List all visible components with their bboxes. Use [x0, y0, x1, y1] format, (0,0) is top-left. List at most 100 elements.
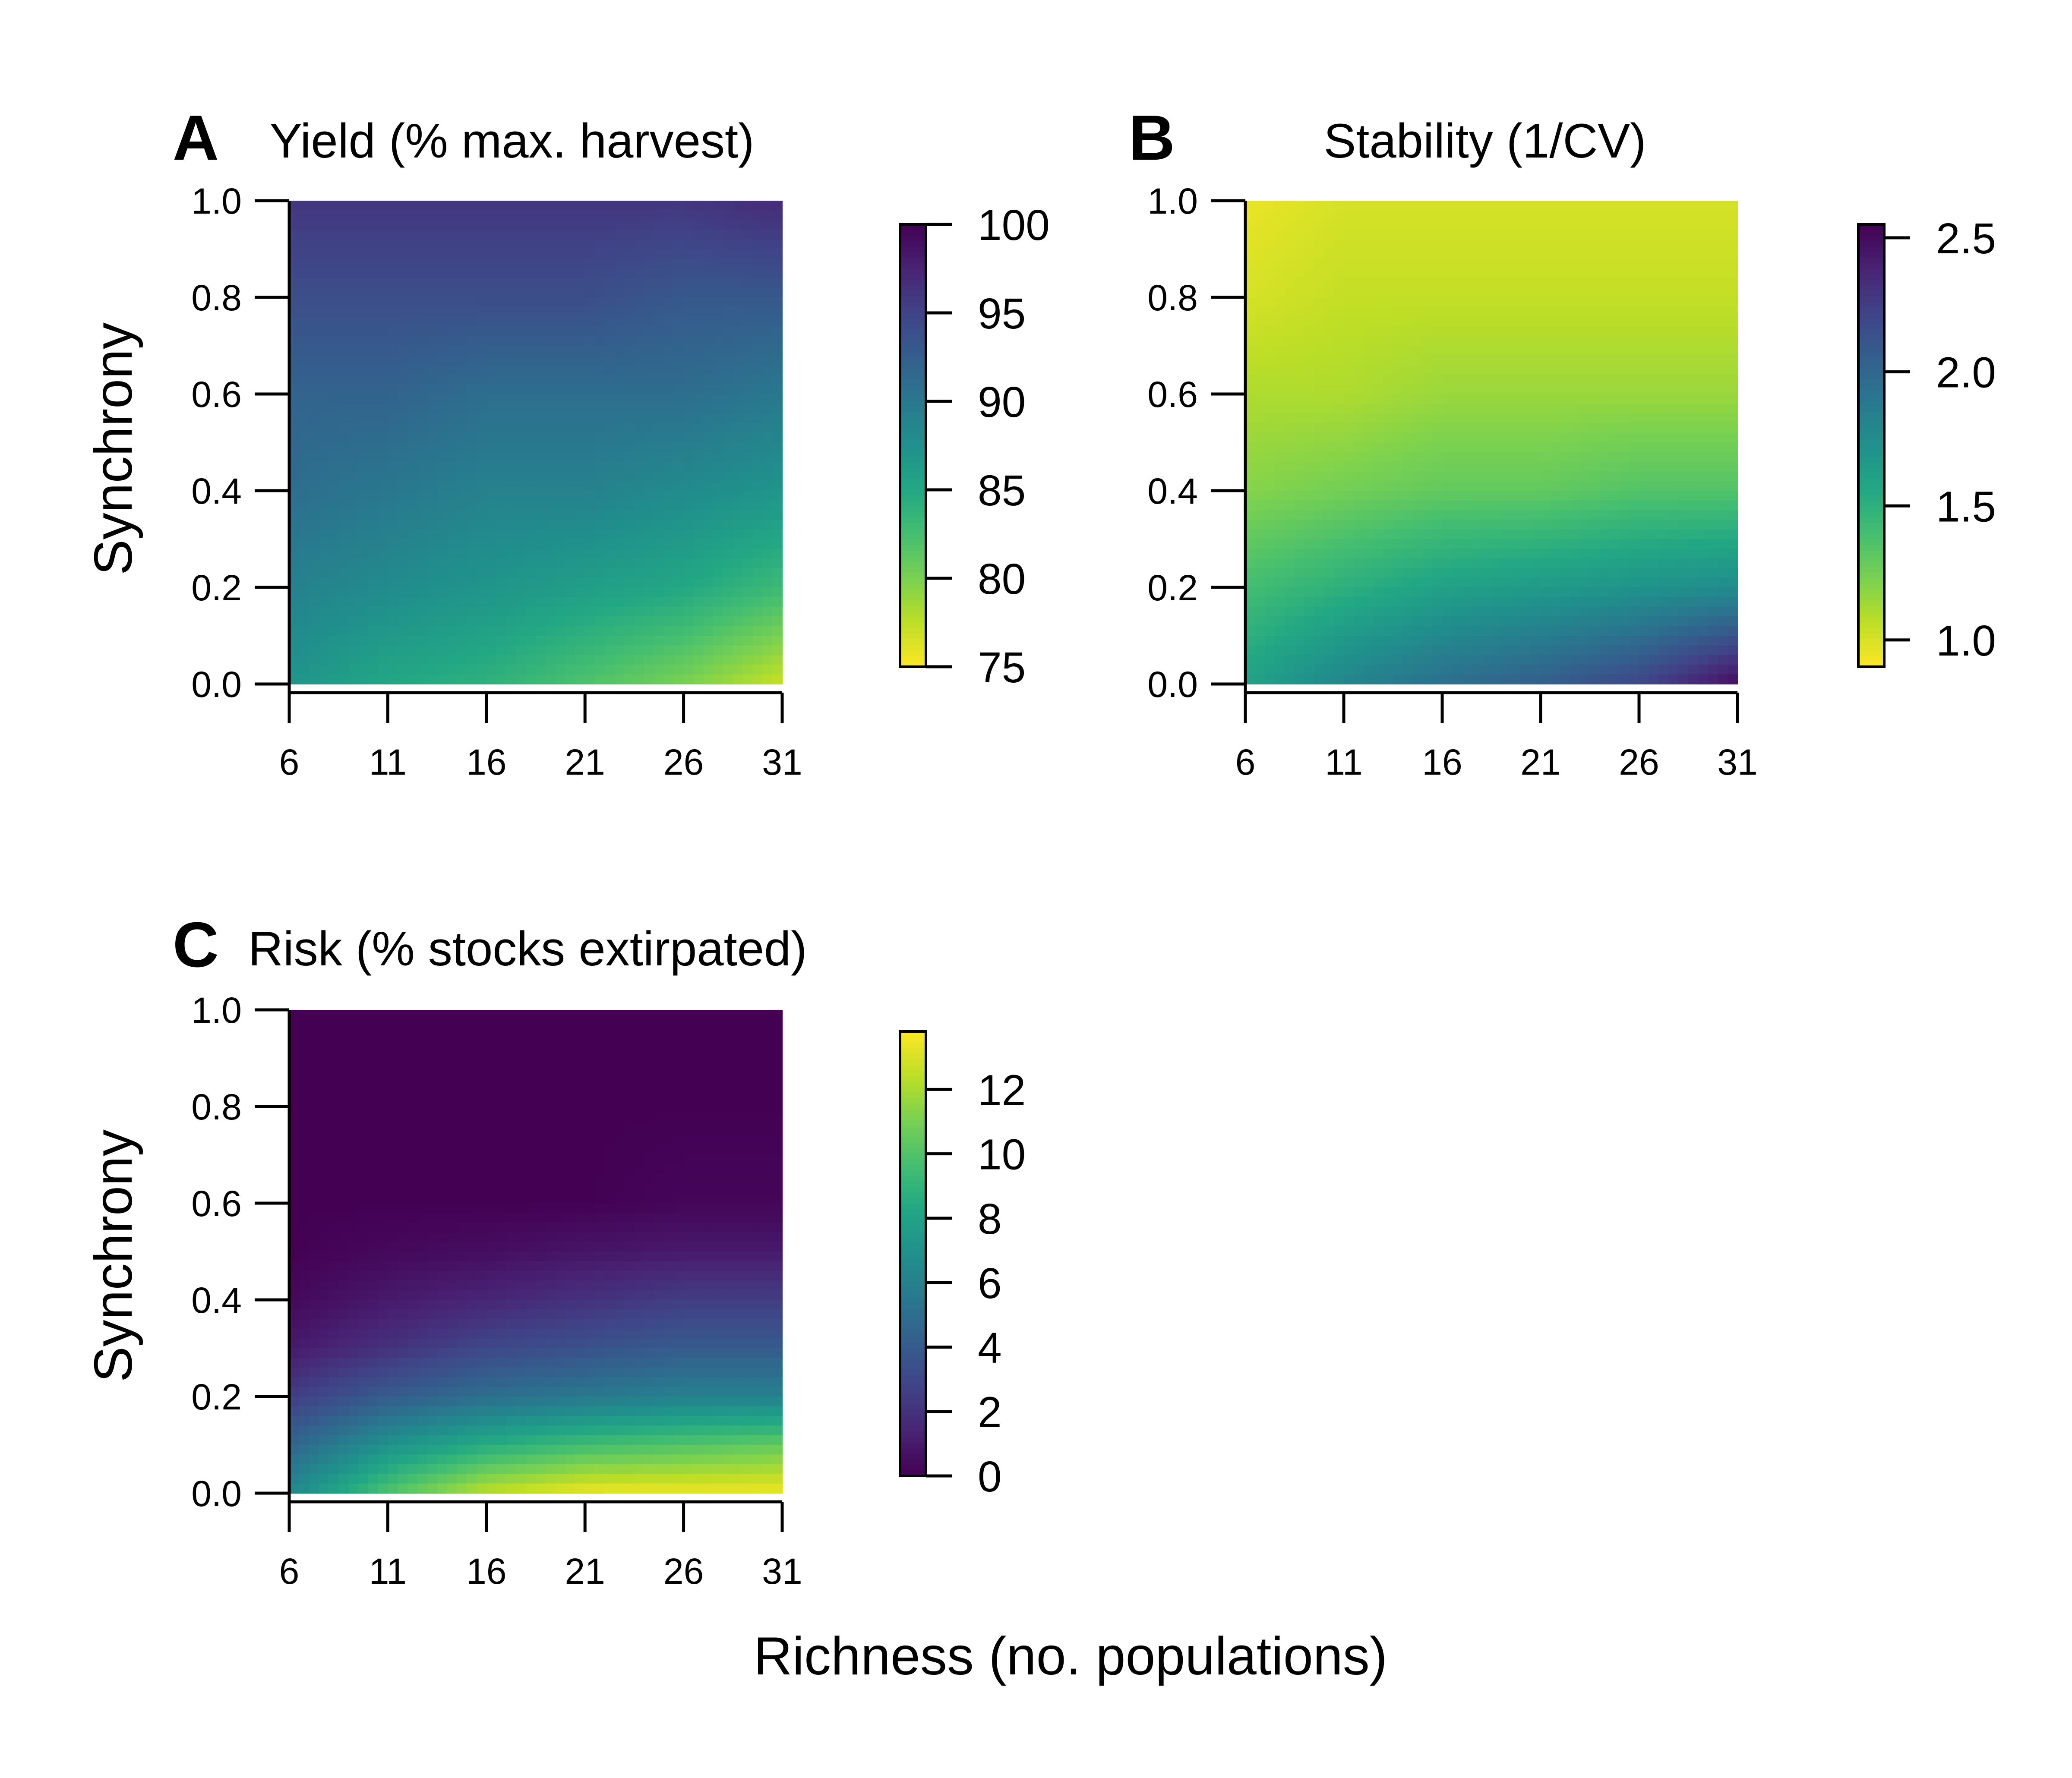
- heatmap-cell: [1599, 423, 1610, 433]
- heatmap-cell: [1481, 201, 1492, 211]
- heatmap-cell: [486, 452, 497, 462]
- heatmap-cell: [1314, 326, 1325, 337]
- colorbar-swatch: [900, 495, 926, 501]
- heatmap-cell: [1629, 297, 1639, 308]
- heatmap-cell: [713, 491, 723, 501]
- heatmap-cell: [1678, 636, 1689, 646]
- heatmap-cell: [1324, 587, 1335, 598]
- heatmap-cell: [1639, 394, 1649, 404]
- heatmap-cell: [1629, 394, 1639, 404]
- heatmap-cell: [1580, 520, 1590, 530]
- heatmap-cell: [309, 249, 319, 259]
- heatmap-cell: [624, 239, 635, 249]
- heatmap-cell: [1255, 230, 1266, 240]
- heatmap-cell: [663, 626, 674, 636]
- heatmap-cell: [1383, 606, 1393, 617]
- heatmap-cell: [319, 365, 329, 375]
- heatmap-cell: [1393, 558, 1403, 569]
- heatmap-cell: [585, 636, 596, 646]
- heatmap-cell: [683, 549, 694, 559]
- heatmap-cell: [1334, 549, 1344, 559]
- heatmap-cell: [368, 278, 379, 288]
- heatmap-cell: [516, 355, 527, 366]
- heatmap-cell: [772, 549, 783, 559]
- heatmap-cell: [1678, 375, 1689, 385]
- heatmap-cell: [1609, 355, 1620, 366]
- heatmap-cell: [1698, 239, 1709, 249]
- heatmap-cell: [1265, 577, 1276, 588]
- heatmap-cell: [486, 201, 497, 211]
- heatmap-cell: [585, 606, 596, 617]
- heatmap-cell: [1422, 316, 1433, 327]
- heatmap-cell: [1314, 307, 1325, 317]
- heatmap-cell: [1422, 606, 1433, 617]
- heatmap-cell: [1442, 500, 1453, 511]
- heatmap-cell: [467, 568, 477, 578]
- heatmap-cell: [536, 520, 546, 530]
- heatmap-cell: [1619, 616, 1630, 627]
- heatmap-cell: [1541, 481, 1551, 491]
- heatmap-cell: [713, 230, 723, 240]
- heatmap-cell: [762, 549, 773, 559]
- heatmap-cell: [309, 278, 319, 288]
- heatmap-cell: [654, 616, 664, 627]
- heatmap-cell: [1412, 423, 1423, 433]
- heatmap-cell: [388, 529, 398, 539]
- heatmap-cell: [1324, 404, 1335, 414]
- heatmap-cell: [447, 471, 458, 482]
- heatmap-cell: [1649, 491, 1659, 501]
- heatmap-cell: [496, 529, 507, 539]
- heatmap-cell: [663, 355, 674, 366]
- heatmap-cell: [762, 259, 773, 269]
- heatmap-cell: [1245, 510, 1256, 520]
- heatmap-cell: [723, 568, 733, 578]
- heatmap-cell: [1275, 577, 1286, 588]
- heatmap-cell: [1344, 316, 1354, 327]
- heatmap-cell: [1422, 230, 1433, 240]
- heatmap-cell: [289, 597, 300, 607]
- heatmap-cell: [1393, 404, 1403, 414]
- heatmap-cell: [1658, 432, 1669, 443]
- heatmap-cell: [1452, 230, 1462, 240]
- heatmap-cell: [1491, 597, 1502, 607]
- colorbar-swatch: [900, 467, 926, 474]
- heatmap-cell: [624, 220, 635, 230]
- heatmap-cell: [1314, 278, 1325, 288]
- heatmap-cell: [555, 665, 566, 675]
- heatmap-cell: [1383, 268, 1393, 279]
- heatmap-cell: [624, 404, 635, 414]
- heatmap-cell: [733, 297, 743, 308]
- heatmap-cell: [1639, 423, 1649, 433]
- heatmap-cell: [486, 326, 497, 337]
- heatmap-cell: [398, 375, 408, 385]
- heatmap-cell: [654, 442, 664, 453]
- heatmap-cell: [1265, 336, 1276, 346]
- heatmap-cell: [1422, 326, 1433, 337]
- heatmap-cell: [388, 413, 398, 424]
- heatmap-cell: [634, 210, 645, 221]
- heatmap-cell: [348, 316, 359, 327]
- heatmap-cell: [1334, 587, 1344, 598]
- heatmap-cell: [378, 577, 388, 588]
- heatmap-cell: [328, 597, 339, 607]
- heatmap-cell: [713, 336, 723, 346]
- heatmap-cell: [1511, 307, 1522, 317]
- heatmap-cell: [536, 461, 546, 472]
- heatmap-cell: [1521, 249, 1532, 259]
- heatmap-cell: [1442, 549, 1453, 559]
- heatmap-cell: [1422, 220, 1433, 230]
- heatmap-cell: [447, 558, 458, 569]
- heatmap-cell: [536, 577, 546, 588]
- heatmap-cell: [328, 539, 339, 549]
- heatmap-cell: [1353, 491, 1364, 501]
- heatmap-cell: [733, 375, 743, 385]
- heatmap-cell: [328, 404, 339, 414]
- heatmap-cell: [595, 413, 605, 424]
- heatmap-cell: [1265, 520, 1276, 530]
- heatmap-cell: [437, 461, 448, 472]
- heatmap-cell: [1344, 201, 1354, 211]
- heatmap-cell: [388, 481, 398, 491]
- heatmap-cell: [1570, 500, 1581, 511]
- heatmap-cell: [467, 645, 477, 656]
- heatmap-cell: [1521, 220, 1532, 230]
